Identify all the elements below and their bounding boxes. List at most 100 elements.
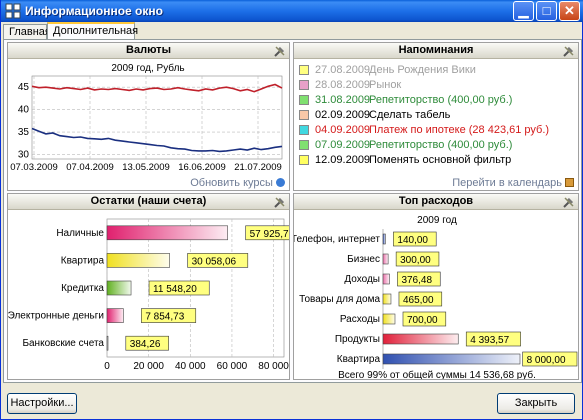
expenses-total-note: Всего 99% от общей суммы 14 536,68 руб. [338, 369, 536, 379]
expenses-value-label: 8 000,00 [527, 355, 566, 366]
currency-x-tick: 13.05.2009 [122, 162, 170, 173]
maximize-icon: □ [542, 3, 551, 18]
balances-value-box [125, 335, 169, 351]
balances-bar [106, 225, 228, 241]
minimize-icon: ▁ [518, 3, 529, 18]
balances-bar [106, 308, 124, 323]
reminder-text: Сделать табель [369, 109, 451, 121]
reminder-text: Репетиторство (400,00 руб.) [369, 94, 513, 106]
reminders-panel-title: Напоминания [398, 44, 474, 56]
expenses-value-label: 4 393,57 [470, 335, 509, 346]
balances-value-box [245, 225, 289, 241]
expenses-value-label: 700,00 [407, 315, 438, 326]
go-to-calendar-link[interactable]: Перейти в календарь [452, 177, 574, 189]
settings-button[interactable]: Настройки... [7, 393, 77, 414]
reminder-date: 04.09.2009 [315, 124, 371, 136]
balances-category-label: Кредитка [61, 283, 104, 294]
balances-x-tick: 40 000 [175, 361, 206, 372]
currency-y-tick: 45 [18, 82, 30, 93]
reminder-date: 07.09.2009 [315, 139, 371, 151]
expenses-panel-title: Топ расходов [398, 195, 474, 207]
expenses-bar [382, 273, 390, 285]
tab-main[interactable]: Главная [3, 24, 51, 40]
expenses-chart: 2009 год Телефон, интернет 140,00 Бизнес 300… [294, 215, 578, 379]
balances-bar [106, 253, 170, 268]
reminder-text: День Рождения Вики [369, 64, 476, 76]
balances-category-label: Банковские счета [22, 338, 104, 349]
expenses-bar [382, 333, 459, 345]
balances-value-box [141, 308, 197, 323]
currency-y-tick: 35 [18, 127, 30, 138]
currency-panel: Валюты 2009 год, Рубль 30 35 40 45 07.03.2009… [7, 42, 290, 191]
expenses-bar [382, 253, 389, 265]
minimize-button[interactable]: ▁ [513, 1, 534, 21]
update-rates-label: Обновить курсы [190, 177, 273, 189]
reminder-list: 27.08.2009 День Рождения Вики 28.08.2009 Ры… [294, 63, 578, 173]
expenses-bar [382, 293, 392, 305]
expenses-category-label: Доходы [344, 274, 380, 285]
tools-icon[interactable] [562, 44, 576, 58]
maximize-button[interactable]: □ [536, 1, 557, 21]
reminder-text: Рынок [369, 79, 402, 91]
update-rates-link[interactable]: Обновить курсы [190, 177, 285, 189]
expenses-value-box [522, 351, 578, 367]
tools-icon[interactable] [273, 44, 287, 58]
expenses-bar [382, 233, 386, 245]
expenses-value-label: 465,00 [403, 295, 434, 306]
reminder-color-marker [299, 80, 309, 90]
reminder-text: Репетиторство (400,00 руб.) [369, 139, 513, 151]
calendar-icon [565, 178, 574, 187]
balances-value-label: 57 925,79 [250, 229, 289, 240]
balances-panel-header: Остатки (наши счета) [8, 194, 289, 210]
balances-value-label: 384,26 [130, 339, 161, 350]
balances-value-label: 7 854,73 [145, 312, 184, 323]
reminder-text: Поменять основной фильтр [369, 154, 512, 166]
balances-x-tick: 0 [104, 361, 110, 372]
currency-panel-header: Валюты [8, 43, 289, 59]
tools-icon[interactable] [273, 195, 287, 209]
expenses-value-label: 376,48 [401, 275, 432, 286]
currency-panel-title: Валюты [126, 44, 171, 56]
reminders-panel: Напоминания 27.08.2009 День Рождения Вики… [293, 42, 579, 191]
currency-plot-area [31, 75, 283, 160]
balances-category-label: Электронные деньги [8, 311, 104, 322]
expenses-panel-header: Топ расходов [294, 194, 578, 210]
currency-y-tick: 40 [18, 105, 30, 116]
close-window-button[interactable]: ✕ [559, 1, 580, 21]
title-bar[interactable]: Информационное окно ▁ □ ✕ [1, 0, 583, 22]
balances-category-label: Наличные [56, 228, 104, 239]
expenses-category-label: Расходы [340, 314, 380, 325]
expenses-value-label: 300,00 [400, 255, 431, 266]
reminder-date: 02.09.2009 [315, 109, 371, 121]
reminder-color-marker [299, 110, 309, 120]
expenses-category-label: Квартира [337, 354, 381, 365]
tab-additional[interactable]: Дополнительная [47, 22, 138, 41]
expenses-value-box [465, 331, 521, 347]
balances-value-box [187, 253, 249, 268]
balances-x-tick: 60 000 [217, 361, 248, 372]
expenses-value-box [397, 271, 441, 287]
expenses-category-label: Товары для дома [299, 294, 380, 305]
expenses-value-label: 140,00 [397, 235, 428, 246]
app-icon [5, 3, 21, 19]
currency-x-tick: 16.06.2009 [178, 162, 226, 173]
reminder-date: 31.08.2009 [315, 94, 371, 106]
reminder-color-marker [299, 65, 309, 75]
reminder-color-marker [299, 140, 309, 150]
currency-series-line-0 [31, 83, 283, 93]
balances-bar [106, 280, 132, 296]
window-title: Информационное окно [25, 4, 163, 18]
close-button[interactable]: Закрыть [497, 393, 575, 414]
expenses-chart-title: 2009 год [417, 215, 457, 226]
currency-chart: 2009 год, Рубль 30 35 40 45 07.03.2009 07.04.2… [10, 62, 283, 173]
expenses-value-box [398, 291, 443, 307]
reminder-color-marker [299, 125, 309, 135]
tools-icon[interactable] [562, 195, 576, 209]
balances-panel-title: Остатки (наши счета) [90, 195, 207, 207]
balances-bar [106, 335, 109, 351]
currency-chart-title: 2009 год, Рубль [111, 62, 184, 74]
reminder-date: 28.08.2009 [315, 79, 371, 91]
expenses-category-label: Бизнес [347, 254, 380, 265]
reminder-date: 27.08.2009 [315, 64, 371, 76]
